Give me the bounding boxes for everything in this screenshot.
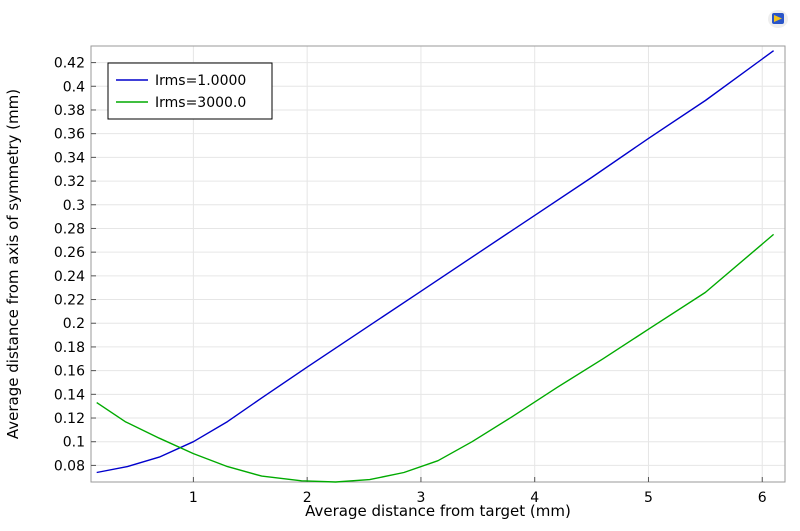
y-tick-label: 0.28 [54,221,85,237]
series-line-2 [96,233,775,483]
series-line-1 [96,50,775,474]
y-tick-label: 0.3 [63,198,85,214]
y-tick-label: 0.12 [54,411,85,427]
y-tick-label: 0.42 [54,56,85,72]
y-tick-label: 0.16 [54,364,85,380]
x-tick-label: 5 [644,490,653,506]
legend-label-series-1: Irms=1.0000 [155,73,246,89]
x-tick-label: 6 [758,490,767,506]
y-tick-label: 0.14 [54,387,85,403]
y-axis-title: Average distance from axis of symmetry (… [4,89,22,439]
y-tick-label: 0.18 [54,340,85,356]
y-tick-label: 0.32 [54,174,85,190]
series-layer [96,50,775,483]
legend-label-series-2: Irms=3000.0 [155,95,246,111]
axis-ticks: 1 2 3 4 5 6 0.08 0.1 0.12 0.14 0.16 0.18 0.2 0.22 0.24… [54,56,767,506]
legend: Irms=1.0000 Irms=3000.0 [107,62,273,120]
y-tick-label: 0.2 [63,316,85,332]
y-tick-label: 0.34 [54,150,85,166]
y-tick-label: 0.38 [54,103,85,119]
grid-lines [91,46,785,482]
y-tick-label: 0.26 [54,245,85,261]
x-tick-label: 3 [416,490,425,506]
y-tick-label: 0.36 [54,127,85,143]
x-axis-title: Average distance from target (mm) [305,502,571,520]
y-tick-label: 0.1 [63,435,85,451]
x-tick-label: 4 [530,490,539,506]
app-logo-icon [768,10,788,28]
x-tick-label: 1 [189,490,198,506]
y-tick-label: 0.22 [54,293,85,309]
legend-box [107,62,273,120]
x-tick-label: 2 [303,490,312,506]
y-tick-label: 0.08 [54,458,85,474]
y-tick-label: 0.4 [63,79,85,95]
y-tick-label: 0.24 [54,269,85,285]
plot-frame [90,45,786,483]
